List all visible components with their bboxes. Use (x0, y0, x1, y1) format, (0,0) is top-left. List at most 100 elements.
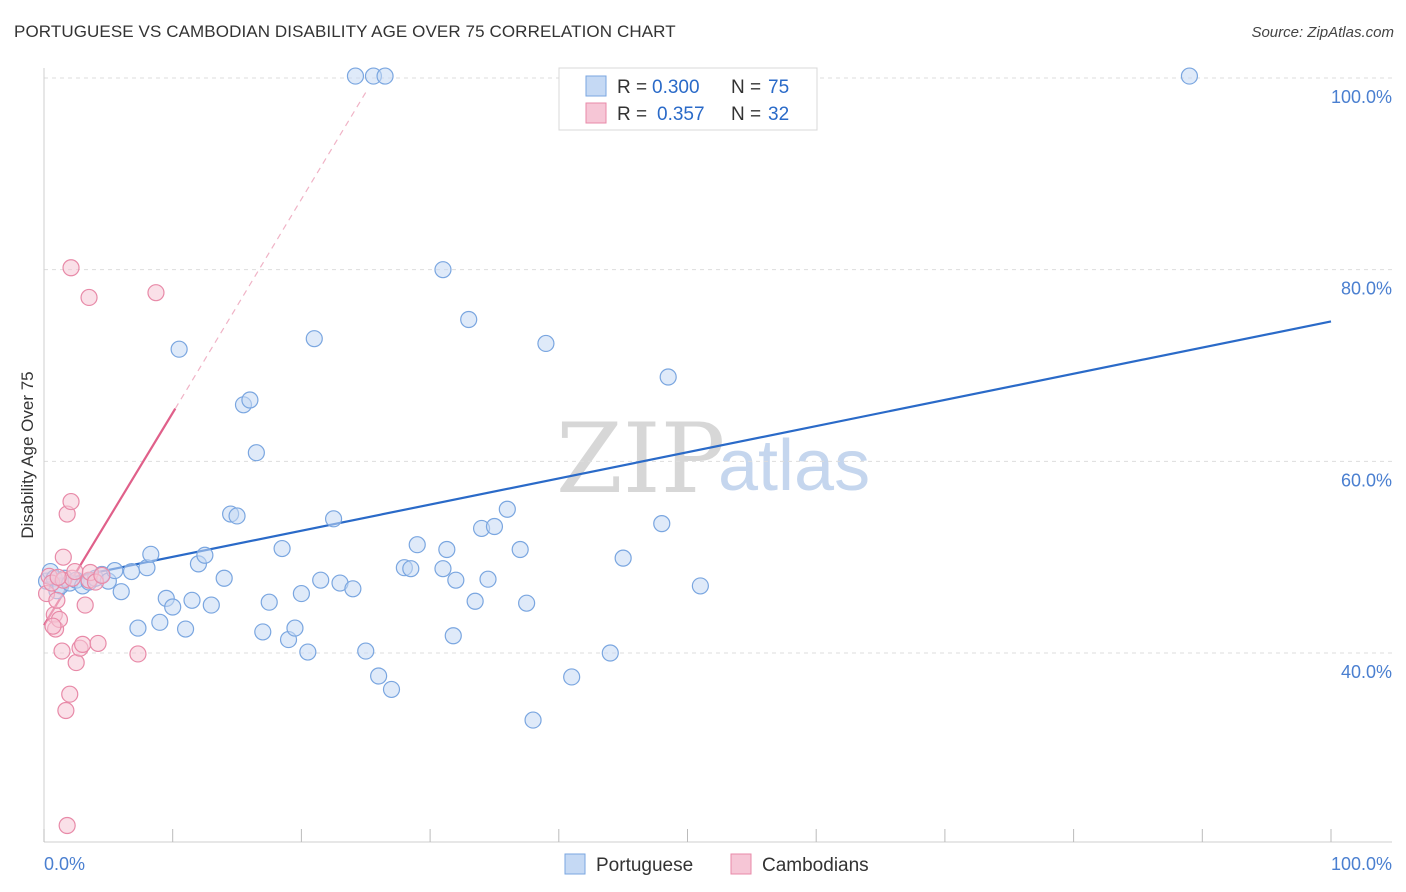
portuguese-point (485, 517, 504, 536)
legend-swatch-cambodians (585, 102, 607, 124)
cambodian-point (93, 566, 111, 584)
portuguese-point (129, 619, 147, 637)
bottom-legend: Portuguese Cambodians (564, 853, 869, 876)
portuguese-point (518, 594, 536, 612)
portuguese-point (460, 310, 478, 329)
legend-n-value-cambodians: 32 (768, 104, 789, 125)
portuguese-point (537, 334, 555, 353)
portuguese-point (215, 569, 233, 587)
portuguese-point (479, 570, 497, 588)
portuguese-point (614, 549, 632, 567)
portuguese-point (164, 598, 182, 616)
cambodian-point (58, 816, 76, 835)
portuguese-point (299, 643, 317, 661)
portuguese-point (447, 571, 465, 589)
legend-n-value-portuguese: 75 (768, 77, 789, 98)
cambodian-point (53, 642, 71, 660)
chart-source: Source: ZipAtlas.com (1251, 24, 1394, 41)
portuguese-point (466, 592, 484, 610)
y-tick-label: 60.0% (1341, 470, 1392, 490)
portuguese-point (357, 642, 375, 660)
x-tick-label: 0.0% (44, 854, 85, 874)
watermark-zip: ZIP (556, 403, 725, 515)
portuguese-point (659, 368, 677, 386)
y-tick-label: 40.0% (1341, 662, 1392, 682)
portuguese-point (434, 560, 452, 578)
y-axis-title: Disability Age Over 75 (18, 371, 37, 538)
portuguese-point (247, 444, 265, 462)
portuguese-point (202, 596, 220, 614)
cambodian-point (57, 701, 75, 720)
cambodian-point (74, 635, 92, 653)
cambodian-point (54, 548, 72, 566)
portuguese-point (273, 539, 291, 558)
portuguese-point (170, 340, 188, 358)
tick-label-layer: 40.0% 60.0% 80.0% 100.0% 0.0% 100.0% (44, 87, 1392, 874)
legend-swatch-portuguese (585, 75, 607, 97)
watermark-atlas: atlas (718, 426, 870, 506)
trend-layer (43, 92, 1332, 626)
y-tick-label: 100.0% (1331, 87, 1392, 107)
bottom-legend-swatch-cambodians (730, 853, 752, 875)
portuguese-point (196, 546, 214, 564)
portuguese-point (438, 540, 456, 559)
portuguese-point (292, 584, 310, 603)
portuguese-point (524, 711, 542, 729)
top-legend: R = 0.300 N = 75 R = 0.357 N = 32 (558, 67, 818, 131)
cambodian-trend-extension (174, 92, 367, 409)
cambodian-point (61, 685, 79, 703)
portuguese-point (344, 580, 362, 598)
legend-r-label-cambodians: R = (617, 104, 647, 125)
portuguese-point (151, 613, 169, 631)
cambodian-point (44, 617, 62, 635)
legend-n-label-cambodians: N = (731, 104, 761, 125)
portuguese-point (382, 680, 401, 699)
bottom-legend-swatch-portuguese (564, 853, 586, 875)
cambodian-point (129, 645, 147, 663)
cambodian-point (67, 653, 85, 672)
points-layer (37, 67, 1199, 835)
portuguese-point (402, 560, 420, 578)
portuguese-point (228, 507, 246, 525)
axis-layer (43, 68, 1392, 843)
portuguese-trend-line (43, 320, 1332, 585)
portuguese-point (260, 593, 278, 611)
portuguese-point (176, 620, 195, 638)
portuguese-point (653, 515, 671, 533)
legend-r-label-portuguese: R = (617, 77, 647, 98)
portuguese-point (241, 391, 259, 409)
portuguese-point (498, 500, 516, 518)
portuguese-point (376, 67, 394, 85)
cambodian-point (147, 284, 165, 302)
portuguese-point (324, 510, 343, 528)
portuguese-point (1180, 67, 1199, 85)
portuguese-point (563, 668, 581, 686)
cambodian-point (49, 568, 67, 586)
chart-title: PORTUGUESE VS CAMBODIAN DISABILITY AGE O… (14, 22, 676, 41)
portuguese-point (112, 583, 130, 601)
portuguese-point (122, 562, 141, 581)
y-tick-label: 80.0% (1341, 279, 1392, 299)
portuguese-point (183, 591, 201, 609)
cambodian-point (62, 259, 80, 277)
legend-r-value-cambodians: 0.357 (657, 104, 705, 125)
cambodian-point (48, 591, 66, 609)
x-tick-label: 100.0% (1331, 854, 1392, 874)
portuguese-point (142, 545, 160, 563)
legend-r-value-portuguese: 0.300 (652, 77, 700, 98)
portuguese-point (691, 577, 709, 595)
cambodian-point (76, 596, 94, 614)
portuguese-point (286, 619, 304, 637)
portuguese-point (511, 540, 529, 559)
bottom-legend-label-portuguese: Portuguese (596, 855, 693, 876)
portuguese-point (346, 67, 365, 85)
grid-layer (44, 77, 1392, 654)
portuguese-point (408, 536, 426, 554)
portuguese-point (601, 644, 619, 662)
portuguese-point (434, 261, 452, 279)
portuguese-point (312, 571, 330, 589)
portuguese-point (305, 330, 323, 348)
portuguese-point (444, 627, 462, 645)
cambodian-point (89, 634, 107, 653)
portuguese-point (370, 667, 388, 685)
